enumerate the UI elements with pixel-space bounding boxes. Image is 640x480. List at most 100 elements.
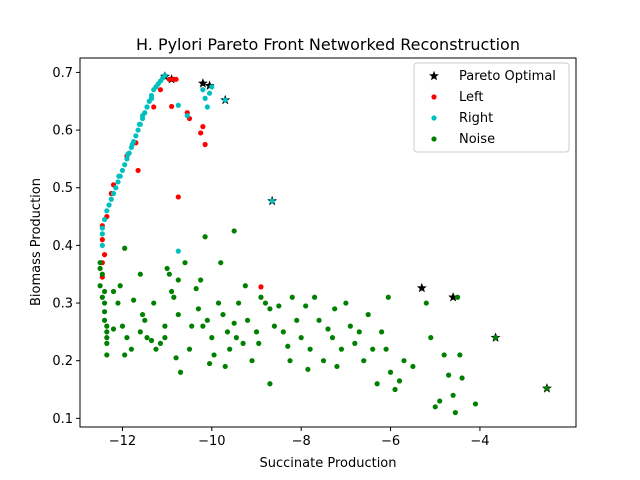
point-noise — [244, 317, 251, 323]
point-noise — [137, 271, 143, 277]
point-noise — [173, 355, 179, 361]
legend-label-right: Right — [459, 111, 493, 126]
point-left — [175, 194, 181, 200]
point-noise — [329, 335, 336, 341]
point-noise — [110, 288, 117, 295]
point-noise — [99, 271, 105, 277]
point-noise — [454, 294, 461, 300]
legend-label-noise: Noise — [459, 132, 495, 147]
point-noise — [231, 320, 237, 326]
point-noise — [101, 300, 108, 306]
point-right — [99, 231, 105, 237]
point-noise — [122, 352, 128, 358]
point-noise — [544, 385, 550, 391]
point-noise — [148, 337, 155, 344]
point-noise — [242, 283, 248, 289]
point-noise — [446, 372, 452, 378]
y-tick-label: 0.5 — [52, 181, 73, 196]
point-right — [204, 104, 210, 110]
point-noise — [437, 398, 443, 404]
point-pareto-optimal — [204, 80, 215, 90]
point-noise — [144, 335, 150, 341]
point-noise — [379, 329, 385, 335]
point-noise — [224, 329, 231, 335]
point-noise — [182, 260, 188, 266]
point-noise — [240, 340, 246, 346]
point-noise — [287, 358, 293, 364]
data-points — [97, 71, 552, 416]
point-noise — [193, 286, 199, 292]
point-noise — [410, 363, 416, 370]
point-right — [144, 104, 150, 110]
point-noise — [139, 311, 146, 318]
point-noise — [101, 288, 108, 295]
point-noise — [124, 335, 130, 341]
point-left — [169, 103, 175, 110]
point-right — [148, 95, 155, 101]
point-noise — [104, 329, 110, 335]
point-noise — [383, 346, 389, 352]
point-noise — [385, 294, 391, 300]
point-noise — [175, 277, 181, 283]
legend-marker-right — [431, 115, 437, 121]
point-left — [173, 76, 179, 82]
point-noise — [432, 404, 438, 410]
point-noise — [119, 323, 126, 329]
point-noise — [189, 323, 195, 329]
point-noise — [218, 260, 224, 266]
y-axis-label: Biomass Production — [29, 178, 44, 306]
point-noise — [153, 346, 159, 352]
point-noise — [428, 335, 434, 341]
point-left — [99, 237, 105, 243]
point-noise — [356, 329, 362, 335]
point-left — [157, 87, 164, 93]
x-tick-label: −8 — [292, 434, 311, 449]
point-noise — [256, 340, 262, 346]
point-left — [135, 167, 141, 174]
point-noise — [151, 300, 157, 306]
point-noise — [347, 323, 353, 329]
point-noise — [215, 300, 222, 306]
point-noise — [175, 311, 181, 318]
point-noise — [262, 300, 269, 306]
point-noise — [303, 303, 309, 309]
point-noise — [392, 386, 398, 393]
point-pareto-optimal — [416, 282, 427, 293]
point-left — [101, 252, 108, 258]
legend-label-left: Left — [459, 90, 483, 105]
legend-label-pareto: Pareto Optimal — [459, 69, 556, 84]
point-noise — [305, 366, 311, 372]
x-axis-ticks: −12 −10 −8 −6 −4 — [109, 427, 490, 449]
point-right — [113, 185, 119, 191]
point-noise — [298, 335, 304, 341]
point-right — [202, 95, 208, 101]
point-left — [198, 130, 204, 136]
legend: Pareto Optimal Left Right Noise — [413, 62, 570, 153]
point-pareto-optimal — [197, 78, 208, 88]
point-noise — [253, 329, 260, 335]
point-noise — [101, 317, 108, 323]
point-noise — [401, 358, 407, 364]
point-left — [258, 284, 264, 290]
point-noise — [423, 300, 429, 306]
legend-box — [413, 62, 570, 153]
point-noise — [492, 335, 499, 341]
y-tick-label: 0.1 — [52, 412, 73, 427]
point-noise — [166, 271, 172, 277]
point-right — [108, 196, 114, 202]
point-noise — [162, 323, 168, 329]
point-right — [184, 113, 190, 119]
x-tick-label: −4 — [470, 434, 489, 449]
point-right — [110, 190, 117, 197]
point-right — [104, 208, 110, 214]
point-right — [175, 102, 181, 108]
point-noise — [387, 369, 394, 375]
x-tick-label: −10 — [198, 434, 225, 449]
point-noise — [289, 294, 295, 300]
point-noise — [222, 363, 228, 370]
y-tick-label: 0.4 — [52, 239, 73, 254]
point-left — [202, 141, 208, 148]
point-noise — [332, 306, 338, 312]
point-noise — [110, 326, 117, 332]
point-noise — [267, 381, 273, 387]
